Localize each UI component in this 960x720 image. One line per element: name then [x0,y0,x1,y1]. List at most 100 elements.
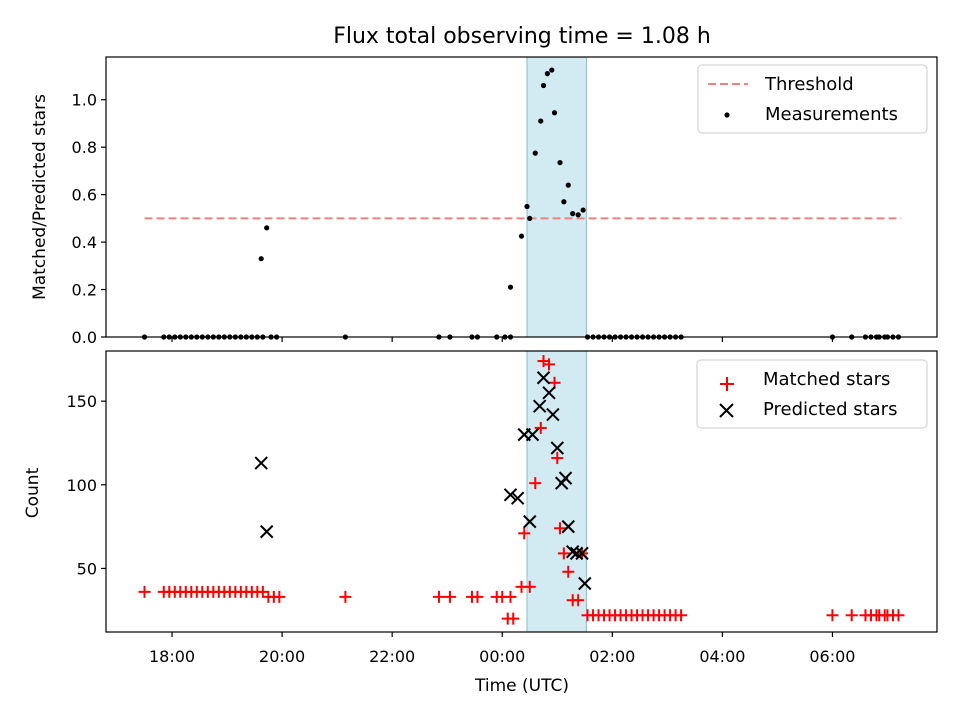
matched-star-point [138,585,151,598]
predicted-star-point [578,576,592,591]
matched-star-point [443,590,456,603]
predicted-legend-marker [719,403,734,418]
predicted-legend-label: Predicted stars [763,399,897,420]
matched-star-point [507,612,520,625]
x-tick-label: 02:00 [589,647,635,666]
predicted-star-point [536,371,551,385]
top-y-tick-label: 0.2 [72,281,97,300]
top-observing-window [526,56,587,338]
matched-star-point [554,522,567,535]
matched-star-point [529,477,542,490]
measurement-point [561,199,567,205]
bottom-y-axis-label: Count [23,467,43,518]
top-axes-frame [105,56,938,338]
measurement-point [565,182,571,188]
x-tick-label: 20:00 [259,647,305,666]
matched-star-point [675,609,688,622]
predicted-star-point [525,427,540,442]
measurement-point [532,150,538,156]
measurement-point [538,118,544,124]
bottom-x-ticks: 18:00 20:00 22:00 00:00 02:00 04:00 06:00 [149,632,855,666]
bottom-legend: Matched stars Predicted stars [696,359,928,429]
top-y-axis-label: Matched/Predicted stars [30,94,50,300]
x-tick-label: 22:00 [369,647,415,666]
measurement-point [557,159,563,166]
measurement-point [264,225,270,231]
matched-star-point [572,594,585,607]
predicted-star-point [575,546,589,561]
measurement-point [527,215,533,221]
top-legend-box [697,64,928,134]
matched-star-point [273,590,286,603]
measurement-point [258,256,264,262]
top-y-tick-label: 0.0 [72,328,97,347]
predicted-star-point [546,407,560,422]
measurement-point [575,212,581,218]
threshold-legend-label: Threshold [764,74,854,95]
bottom-y-tick-label: 50 [77,559,97,578]
bottom-y-tick-label: 150 [66,392,97,411]
bottom-legend-box [696,359,928,429]
matched-star-point [518,527,531,540]
matched-star-point [471,590,484,603]
chart-title: Flux total observing time = 1.08 h [333,24,711,49]
predicted-star-point [532,399,547,413]
measurement-point [549,67,555,73]
top-y-tick-label: 0.8 [72,138,97,157]
predicted-star-point [510,491,525,505]
matched-legend-label: Matched stars [763,369,890,390]
top-legend: Threshold Measurements [697,64,928,134]
predicted-star-point [523,514,537,529]
top-panel: 0.0 0.2 0.4 0.6 0.8 1.0 Matched/Predicted sta… [30,56,938,347]
matched-star-point [551,452,564,465]
measurement-point [580,207,586,213]
bottom-y-ticks: 50 100 150 [66,392,106,578]
bottom-panel: 50 100 150 18:00 20:00 22:00 00:00 02:00 04:00 0… [23,350,938,696]
matched-star-point [892,609,905,622]
measurement-point [507,284,514,290]
predicted-star-point [259,524,274,539]
x-tick-label: 06:00 [809,647,855,666]
top-x-ticks [171,337,834,342]
matched-star-point [339,590,352,603]
measurement-point [518,233,525,239]
counts-layer [138,355,905,625]
bottom-y-tick-label: 100 [66,476,97,495]
predicted-star-point [550,441,564,455]
predicted-star-point [542,386,556,400]
top-y-ticks: 0.0 0.2 0.4 0.6 0.8 1.0 [72,91,106,347]
bottom-observing-window [526,350,587,633]
predicted-star-point [569,546,584,561]
measurement-point [551,110,558,116]
x-axis-label: Time (UTC) [474,676,569,696]
measurement-point [570,211,576,217]
measurement-point [524,203,530,210]
top-y-tick-label: 0.4 [72,233,97,252]
predicted-star-point [503,488,518,502]
predicted-star-point [561,519,575,534]
x-tick-label: 00:00 [479,647,525,666]
predicted-star-point [558,471,573,485]
matched-star-point [504,590,517,603]
measurement-point [540,82,547,89]
measurement-point [544,71,550,77]
matched-star-point [845,609,858,622]
matched-star-point [432,590,445,603]
matched-star-point [557,547,570,560]
x-tick-label: 04:00 [699,647,745,666]
matched-star-point [543,358,556,371]
x-tick-label: 18:00 [149,647,195,666]
matched-star-point [534,421,547,434]
predicted-star-point [254,456,268,470]
bottom-axes-frame [105,350,938,633]
measurements-legend-marker [724,112,730,118]
top-y-tick-label: 0.6 [72,186,97,205]
top-y-tick-label: 1.0 [72,91,97,110]
measurements-legend-label: Measurements [765,104,898,125]
matched-star-point [562,565,575,578]
matched-star-point [256,585,269,598]
matched-star-point [523,580,536,593]
matched-legend-marker [720,377,734,391]
matched-star-point [826,609,839,622]
